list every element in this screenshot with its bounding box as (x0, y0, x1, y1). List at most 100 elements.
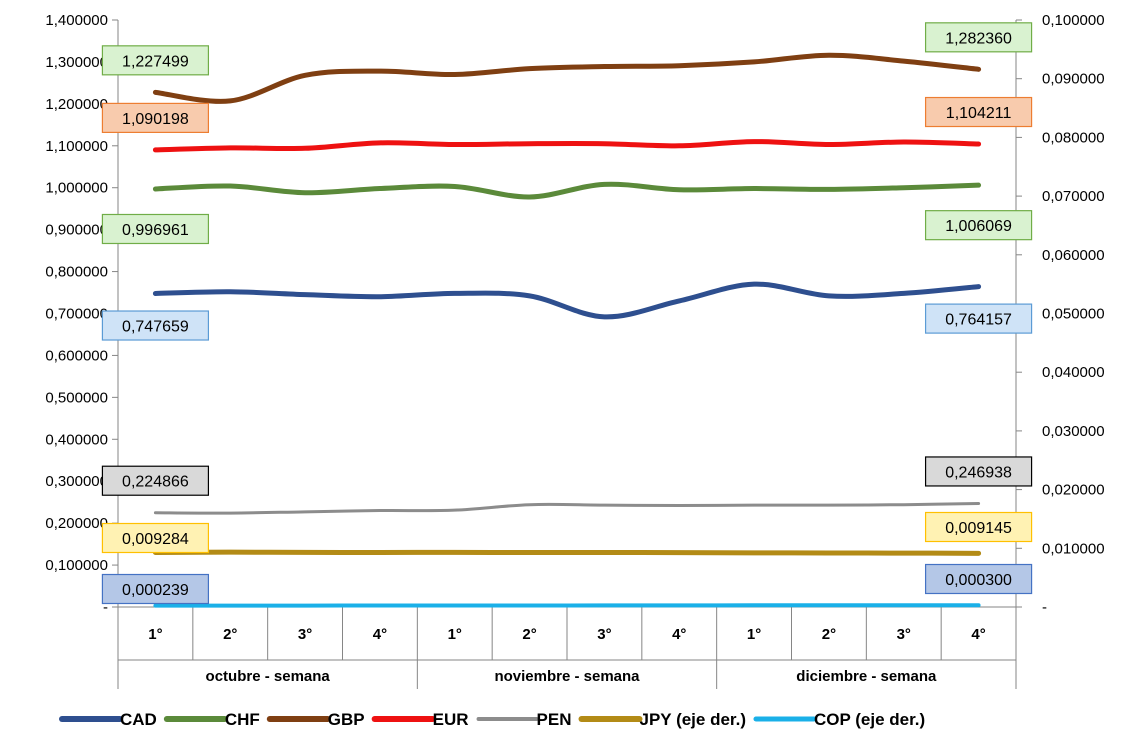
y-left-tick-label: 1,400000 (45, 12, 108, 29)
y-right-tick-label: 0,080000 (1042, 129, 1105, 146)
data-label-gbp: 1,227499 (101, 45, 210, 76)
series-line-gbp (152, 52, 982, 104)
legend-item-cop: COP (eje der.) (753, 710, 925, 729)
data-label-cop: 0,000300 (924, 563, 1033, 595)
y-right-tick-label: 0,010000 (1042, 540, 1105, 557)
data-label-box (924, 210, 1033, 241)
chart-data-labels: 0,747659 0,764157 0,996961 1,006069 1,227499… (101, 22, 1033, 605)
data-label-pen: 0,224866 (101, 465, 210, 496)
data-label-box (924, 96, 1033, 128)
x-tick-label: 4° (373, 626, 387, 643)
data-label-box (924, 22, 1033, 53)
data-label-eur: 1,104211 (924, 96, 1033, 128)
data-label-text: 0,000239 (122, 582, 189, 599)
y-left-tick-label: 0,800000 (45, 264, 108, 281)
chart-axes: - 0,100000 0,200000 0,300000 0,400000 0,50000… (45, 12, 1105, 689)
data-label-text: 1,282360 (945, 30, 1012, 47)
legend-item-chf: CHF (163, 710, 260, 729)
data-label-text: 0,009145 (945, 520, 1012, 537)
x-tick-label: 2° (822, 626, 836, 643)
x-tick-label: 2° (223, 626, 237, 643)
y-left-tick-label: 1,100000 (45, 138, 108, 155)
data-label-text: 0,747659 (122, 319, 189, 336)
data-label-jpy: 0,009284 (101, 522, 210, 554)
chart-legend: CAD CHF GBP EUR PEN JPY (eje der.) COP (eje de… (59, 710, 925, 729)
data-label-box (924, 303, 1033, 334)
legend-item-eur: EUR (371, 710, 469, 729)
y-left-tick-label: - (103, 599, 108, 616)
y-left-tick-label: 0,700000 (45, 306, 108, 323)
data-label-text: 1,104211 (946, 105, 1012, 122)
y-left-tick-label: 1,300000 (45, 54, 108, 71)
y-left-tick-label: 0,400000 (45, 431, 108, 448)
data-label-box (101, 45, 210, 76)
y-right-tick-label: 0,050000 (1042, 306, 1105, 323)
legend-item-pen: PEN (476, 710, 572, 729)
data-label-box (101, 573, 210, 605)
y-left-tick-label: 1,200000 (45, 96, 108, 113)
legend-label: CAD (120, 710, 157, 729)
legend-item-jpy: JPY (eje der.) (578, 710, 746, 729)
series-line-jpy (152, 549, 982, 556)
x-tick-label: 4° (672, 626, 686, 643)
legend-label: JPY (eje der.) (640, 710, 746, 729)
data-label-chf: 0,996961 (101, 213, 210, 245)
legend-item-cad: CAD (59, 710, 157, 729)
data-label-text: 0,764157 (945, 312, 1012, 329)
data-label-box (924, 511, 1033, 543)
data-label-text: 0,996961 (122, 222, 189, 239)
data-label-text: 0,246938 (945, 464, 1012, 481)
data-label-box (101, 522, 210, 554)
x-tick-label: 3° (897, 626, 911, 643)
data-label-gbp: 1,282360 (924, 22, 1033, 53)
x-tick-label: 3° (298, 626, 312, 643)
x-group-label: diciembre - semana (796, 668, 937, 685)
y-right-tick-label: 0,030000 (1042, 423, 1105, 440)
legend-label: CHF (225, 710, 260, 729)
chart-series (152, 52, 982, 608)
data-label-box (924, 563, 1033, 595)
legend-item-gbp: GBP (266, 710, 365, 729)
data-label-chf: 1,006069 (924, 210, 1033, 241)
data-label-box (924, 456, 1033, 487)
data-label-text: 1,006069 (945, 218, 1012, 235)
legend-label: PEN (537, 710, 572, 729)
data-label-text: 0,224866 (122, 474, 189, 491)
data-label-text: 1,090198 (122, 111, 189, 128)
legend-label: COP (eje der.) (814, 710, 925, 729)
data-label-jpy: 0,009145 (924, 511, 1033, 543)
y-left-tick-label: 0,300000 (45, 473, 108, 490)
y-left-tick-label: 0,500000 (45, 389, 108, 406)
data-label-eur: 1,090198 (101, 102, 210, 133)
x-tick-label: 2° (522, 626, 536, 643)
data-label-box (101, 102, 210, 133)
y-left-tick-label: 0,100000 (45, 557, 108, 574)
y-right-tick-label: 0,060000 (1042, 247, 1105, 264)
data-label-cop: 0,000239 (101, 573, 210, 605)
legend-label: GBP (328, 710, 365, 729)
y-right-tick-label: - (1042, 599, 1047, 616)
x-tick-label: 3° (597, 626, 611, 643)
data-label-text: 0,000300 (945, 572, 1012, 589)
x-tick-label: 1° (148, 626, 162, 643)
y-right-tick-label: 0,100000 (1042, 12, 1105, 29)
y-right-tick-label: 0,070000 (1042, 188, 1105, 205)
series-line-chf (152, 181, 982, 200)
y-left-tick-label: 0,600000 (45, 347, 108, 364)
series-line-pen (153, 501, 981, 515)
y-left-tick-label: 0,200000 (45, 515, 108, 532)
data-label-cad: 0,764157 (924, 303, 1033, 334)
y-left-tick-label: 1,000000 (45, 180, 108, 197)
series-line-cad (152, 281, 982, 320)
data-label-box (101, 310, 210, 341)
y-right-tick-label: 0,020000 (1042, 482, 1105, 499)
data-label-box (101, 213, 210, 245)
legend-label: EUR (433, 710, 469, 729)
data-label-text: 1,227499 (122, 53, 189, 70)
x-group-label: octubre - semana (206, 668, 331, 685)
x-tick-label: 4° (971, 626, 985, 643)
x-group-label: noviembre - semana (494, 668, 640, 685)
data-label-text: 0,009284 (122, 531, 189, 548)
y-right-tick-label: 0,040000 (1042, 364, 1105, 381)
